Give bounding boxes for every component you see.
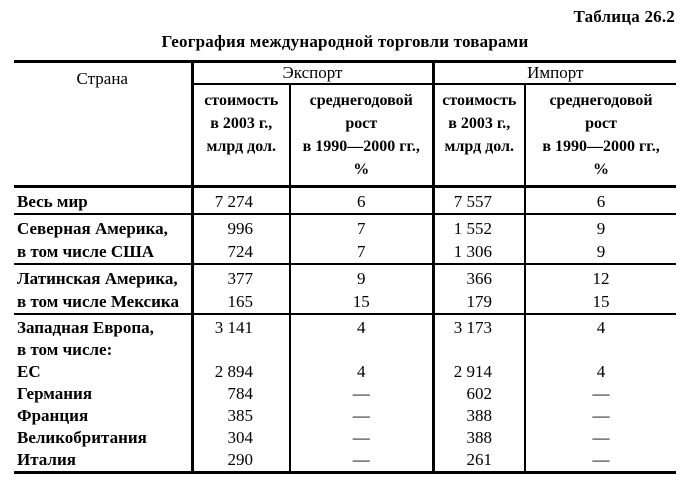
cell-line [526, 339, 676, 361]
import-growth-cell: 6 [525, 186, 677, 215]
cell-line: — [352, 428, 370, 447]
cell-line: 388 [466, 428, 493, 447]
cell-line: 9 [357, 269, 366, 288]
import-value-cell: 7 557 [433, 186, 527, 215]
cell-line: 304 [227, 428, 254, 447]
trade-table: Страна Экспорт Импорт стоимость в 2003 г… [14, 60, 677, 474]
cell-line: — [592, 450, 610, 469]
cell-line: 385 [227, 406, 254, 425]
cell-line: 12 [592, 269, 610, 288]
cell-line: 15 [352, 292, 370, 311]
cell-line: ЕС [17, 362, 41, 381]
export-growth-cell: 6 [290, 186, 435, 215]
import-growth-cell: 12 15 [525, 264, 677, 315]
header-row-groups: Страна Экспорт Импорт [14, 60, 677, 188]
cell-line: 4 [357, 362, 366, 381]
cell-line: в том числе Мексика [17, 292, 179, 311]
cell-line: — [592, 384, 610, 403]
cell-line: Великобритания [17, 428, 147, 447]
cell-line: в том числе США [17, 242, 155, 261]
cell-line: 2 894 [214, 362, 253, 381]
export-value-cell: 7 274 [192, 186, 291, 215]
country-cell: Весь мир [14, 186, 194, 215]
cell-line: 7 274 [214, 192, 253, 211]
export-growth-cell: 9 15 [290, 264, 435, 315]
import-growth-cell: 9 9 [525, 214, 677, 265]
cell-line: 4 [596, 318, 606, 337]
export-value-cell: 3 141 2 894 784 385 304 290 [192, 314, 291, 474]
cell-line: 388 [466, 406, 493, 425]
cell-line: 6 [357, 192, 366, 211]
country-cell: Латинская Америка, в том числе Мексика [14, 264, 194, 315]
col-header-country: Страна [14, 60, 194, 188]
col-header-export: Экспорт [192, 60, 435, 85]
cell-line: 4 [357, 318, 366, 337]
export-growth-cell: 4 4 — — — — [290, 314, 435, 474]
table-row-world: Весь мир 7 274 6 7 557 6 [14, 186, 677, 215]
cell-line: 261 [466, 450, 493, 469]
import-value-cell: 3 173 2 914 602 388 388 261 [433, 314, 527, 474]
table-row-north-america: Северная Америка, в том числе США 996 72… [14, 214, 677, 265]
cell-line: 3 141 [214, 318, 253, 337]
cell-line: 996 [227, 219, 254, 238]
cell-line: 6 [596, 192, 606, 211]
export-value-cell: 377 165 [192, 264, 291, 315]
subheader-import-growth: среднегодовой рост в 1990—2000 гг., % [525, 84, 677, 188]
cell-line: 165 [227, 292, 254, 311]
cell-line: 7 [357, 242, 366, 261]
cell-line: 7 [357, 219, 366, 238]
export-value-cell: 996 724 [192, 214, 291, 265]
subheader-export-growth: среднегодовой рост в 1990—2000 гг., % [290, 84, 435, 188]
cell-line: Северная Америка, [17, 219, 168, 238]
col-header-import: Импорт [433, 60, 677, 85]
table-row-latin-america: Латинская Америка, в том числе Мексика 3… [14, 264, 677, 315]
cell-line: 9 [596, 219, 606, 238]
cell-line: — [592, 428, 610, 447]
cell-line: Латинская Америка, [17, 269, 178, 288]
cell-line: 15 [592, 292, 610, 311]
cell-line: — [352, 384, 370, 403]
country-cell: Северная Америка, в том числе США [14, 214, 194, 265]
cell-line: Германия [17, 384, 93, 403]
cell-line: 366 [466, 269, 493, 288]
cell-line: 7 557 [453, 192, 493, 211]
subheader-import-value: стоимость в 2003 г., млрд дол. [433, 84, 527, 188]
cell-line [291, 339, 432, 361]
cell-line: Весь мир [17, 192, 88, 211]
cell-line: 9 [596, 242, 606, 261]
header-row-sub: стоимость в 2003 г., млрд дол. среднегод… [14, 84, 677, 188]
cell-line: — [352, 450, 370, 469]
table-number: Таблица 26.2 [573, 7, 675, 26]
import-growth-cell: 4 4 — — — — [525, 314, 677, 474]
cell-line [194, 339, 254, 361]
cell-line: Франция [17, 406, 89, 425]
cell-line: — [592, 406, 610, 425]
cell-line: 1 552 [453, 219, 493, 238]
cell-line: 602 [466, 384, 493, 403]
subheader-export-value: стоимость в 2003 г., млрд дол. [192, 84, 291, 188]
cell-line: 2 914 [453, 362, 493, 381]
cell-line: 784 [227, 384, 254, 403]
cell-line: Западная Европа, [17, 318, 154, 337]
cell-line: — [352, 406, 370, 425]
country-cell: Западная Европа, в том числе: ЕС Германи… [14, 314, 194, 474]
import-value-cell: 1 552 1 306 [433, 214, 527, 265]
export-growth-cell: 7 7 [290, 214, 435, 265]
cell-line: 3 173 [453, 318, 493, 337]
cell-line: 377 [227, 269, 254, 288]
cell-line: Италия [17, 450, 76, 469]
cell-line: 1 306 [453, 242, 493, 261]
cell-line: 290 [227, 450, 254, 469]
import-value-cell: 366 179 [433, 264, 527, 315]
cell-line: в том числе: [17, 340, 113, 359]
cell-line [435, 339, 493, 361]
cell-line: 724 [227, 242, 254, 261]
cell-line: 4 [596, 362, 606, 381]
table-row-western-europe: Западная Европа, в том числе: ЕС Германи… [14, 314, 677, 474]
table-title: География международной торговли товарам… [161, 32, 529, 51]
cell-line: 179 [466, 292, 493, 311]
